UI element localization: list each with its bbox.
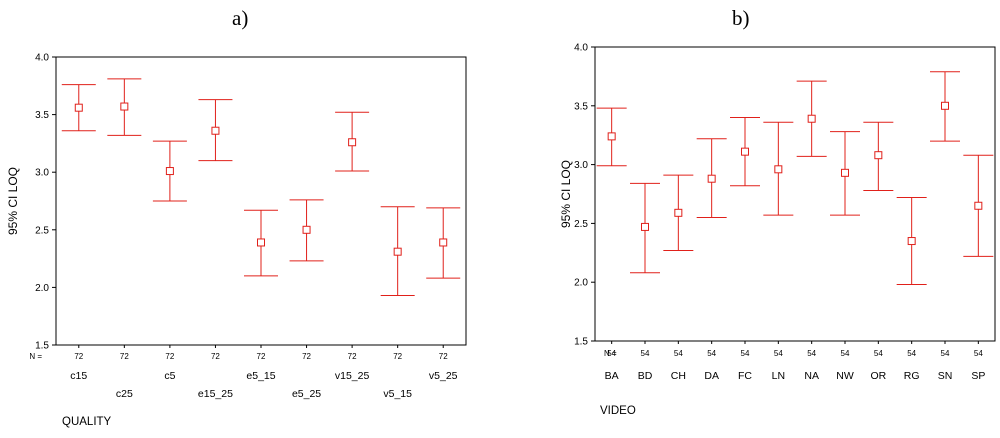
mean-marker xyxy=(302,225,311,234)
y-tick-label: 2.0 xyxy=(35,283,49,294)
mean-marker xyxy=(641,222,649,231)
y-tick-label: 4.0 xyxy=(574,43,588,54)
n-value: 54 xyxy=(707,349,716,358)
category-label: LN xyxy=(772,370,785,382)
y-tick-label: 1.5 xyxy=(35,341,49,352)
mean-marker xyxy=(741,147,749,156)
mean-marker xyxy=(841,168,849,177)
n-value: 72 xyxy=(165,352,174,361)
mean-marker xyxy=(120,102,129,111)
n-value: 72 xyxy=(439,352,448,361)
category-label: e5_15 xyxy=(246,370,275,382)
category-label: SN xyxy=(938,370,953,382)
n-value: 54 xyxy=(607,349,616,358)
n-value: 54 xyxy=(974,349,983,358)
n-value: 54 xyxy=(774,349,783,358)
x-axis-label: VIDEO xyxy=(600,405,636,417)
category-label: BA xyxy=(605,370,619,382)
y-tick-label: 3.5 xyxy=(574,101,588,112)
n-value: 54 xyxy=(741,349,750,358)
n-label: N = xyxy=(604,349,617,358)
mean-marker xyxy=(707,174,716,183)
n-value: 72 xyxy=(393,352,402,361)
category-label: RG xyxy=(904,370,920,382)
chart-quality: 1.5 2.0 2.5 3.0 3.5 4.0 95% CI LOQ N = 72 c15 72 c2… xyxy=(6,53,467,428)
n-value: 72 xyxy=(302,352,311,361)
panel-b-label: b) xyxy=(732,6,750,30)
mean-marker xyxy=(907,237,916,246)
mean-marker xyxy=(439,238,448,247)
n-label: N = xyxy=(29,352,42,361)
category-label: c5 xyxy=(164,370,175,382)
category-label: DA xyxy=(704,370,719,382)
mean-marker xyxy=(393,247,402,256)
y-axis-label: 95% CI LOQ xyxy=(559,160,573,228)
category-label: BD xyxy=(638,370,653,382)
mean-marker xyxy=(607,132,616,141)
y-tick-label: 3.5 xyxy=(35,110,49,121)
panel-a-label: a) xyxy=(232,6,249,30)
mean-marker xyxy=(165,167,174,176)
category-label: CH xyxy=(671,370,686,382)
category-label: c25 xyxy=(116,388,133,400)
category-label: NA xyxy=(804,370,819,382)
mean-marker xyxy=(807,114,816,123)
n-value: 54 xyxy=(874,349,883,358)
n-value: 72 xyxy=(348,352,357,361)
category-label: FC xyxy=(738,370,752,382)
n-value: 72 xyxy=(211,352,220,361)
mean-marker xyxy=(974,201,983,210)
y-tick-label: 2.5 xyxy=(574,219,588,230)
y-tick-label: 1.5 xyxy=(574,337,588,348)
x-axis-label: QUALITY xyxy=(62,416,112,428)
n-value: 72 xyxy=(257,352,266,361)
mean-marker xyxy=(774,165,783,174)
y-tick-label: 4.0 xyxy=(35,53,49,64)
mean-marker xyxy=(211,126,220,135)
mean-marker xyxy=(674,208,683,217)
category-label: OR xyxy=(870,370,886,382)
mean-marker xyxy=(348,138,357,147)
category-label: e5_25 xyxy=(292,388,321,400)
n-value: 72 xyxy=(74,352,83,361)
category-label: NW xyxy=(836,370,854,382)
plot-frame xyxy=(594,46,996,342)
n-value: 54 xyxy=(674,349,683,358)
mean-marker xyxy=(74,103,83,112)
category-label: c15 xyxy=(70,370,87,382)
y-axis-label: 95% CI LOQ xyxy=(6,167,20,235)
y-tick-label: 2.5 xyxy=(35,225,49,236)
y-tick-label: 3.0 xyxy=(35,168,49,179)
n-value: 72 xyxy=(120,352,129,361)
mean-marker xyxy=(874,151,883,160)
y-tick-label: 2.0 xyxy=(574,278,588,289)
n-value: 54 xyxy=(807,349,816,358)
category-label: e15_25 xyxy=(198,388,233,400)
category-label: SP xyxy=(971,370,985,382)
n-value: 54 xyxy=(841,349,850,358)
y-tick-label: 3.0 xyxy=(574,160,588,171)
mean-marker xyxy=(941,101,949,110)
n-value: 54 xyxy=(641,349,650,358)
category-label: v15_25 xyxy=(335,370,370,382)
mean-marker xyxy=(257,238,265,247)
category-label: v5_25 xyxy=(429,370,458,382)
plot-frame xyxy=(55,56,467,346)
n-value: 54 xyxy=(941,349,950,358)
n-value: 54 xyxy=(907,349,916,358)
category-label: v5_15 xyxy=(383,388,412,400)
